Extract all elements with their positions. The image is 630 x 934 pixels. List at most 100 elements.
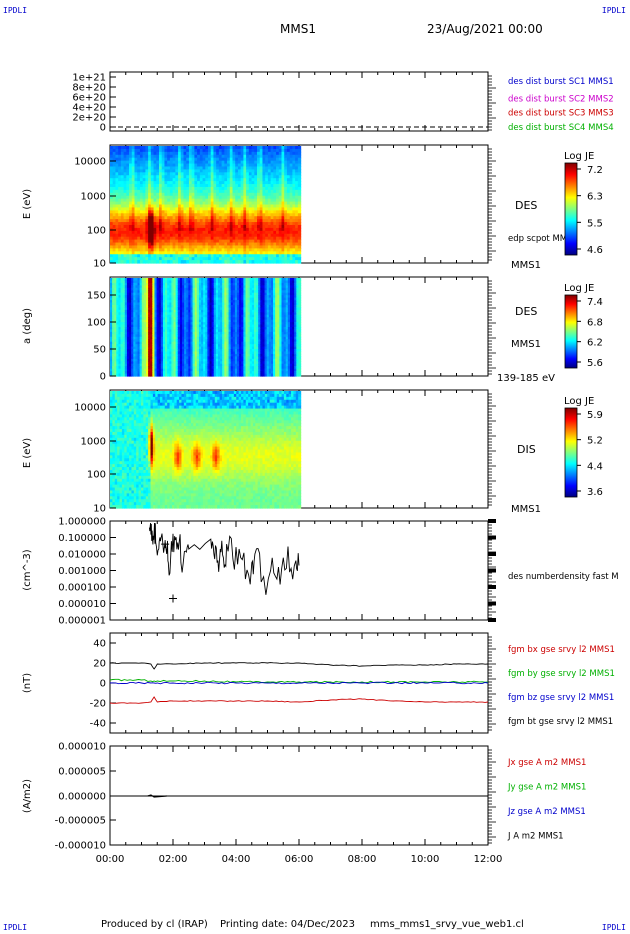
- spectrogram-cell: [110, 166, 114, 170]
- spectrogram-cell: [254, 213, 258, 217]
- spectrogram-cell: [172, 230, 176, 235]
- spectrogram-cell: [259, 189, 264, 194]
- spectrogram-cell: [148, 353, 151, 357]
- spectrogram-cell: [131, 339, 134, 343]
- spectrogram-cell: [167, 329, 170, 333]
- spectrogram-cell: [259, 222, 264, 226]
- spectrogram-cell: [213, 227, 217, 232]
- spectrogram-cell: [295, 227, 299, 232]
- spectrogram-cell: [229, 172, 234, 176]
- spectrogram-cell: [159, 219, 163, 223]
- spectrogram-cell: [110, 157, 114, 162]
- spectrogram-cell: [120, 260, 125, 264]
- spectrogram-cell: [227, 227, 231, 232]
- spectrogram-cell: [126, 304, 130, 308]
- spectrogram-cell: [232, 175, 236, 179]
- spectrogram-cell: [273, 260, 277, 264]
- spectrogram-cell: [134, 178, 138, 182]
- spectrogram-cell: [208, 172, 212, 176]
- spectrogram-cell: [197, 175, 201, 179]
- spectrogram-cell: [281, 222, 285, 226]
- spectrogram-cell: [180, 166, 185, 170]
- spectrogram-cell: [159, 224, 163, 229]
- spectrogram-cell: [142, 204, 146, 209]
- spectrogram-cell: [218, 148, 223, 153]
- spectrogram-cell: [162, 336, 166, 340]
- spectrogram-cell: [131, 236, 136, 241]
- spectrogram-cell: [150, 341, 153, 345]
- spectrogram-cell: [221, 233, 225, 238]
- spectrogram-cell: [165, 282, 168, 286]
- spectrogram-cell: [118, 257, 122, 261]
- spectrogram-cell: [135, 285, 139, 289]
- spectrogram-cell: [150, 304, 153, 308]
- spectrogram-cell: [129, 331, 132, 335]
- spectrogram-cell: [183, 257, 187, 261]
- spectrogram-cell: [243, 260, 247, 264]
- spectrogram-cell: [118, 366, 122, 370]
- spectrogram-cell: [158, 280, 162, 284]
- spectrogram-cell: [118, 371, 122, 375]
- spectrogram-cell: [131, 304, 134, 308]
- spectrogram-cell: [116, 356, 120, 360]
- spectrogram-cell: [194, 146, 198, 150]
- spectrogram-cell: [284, 216, 288, 220]
- spectrogram-cell: [218, 213, 223, 217]
- spectrogram-cell: [148, 351, 151, 355]
- spectrogram-cell: [160, 366, 164, 370]
- spectrogram-cell: [123, 184, 127, 188]
- spectrogram-cell: [254, 198, 258, 203]
- spectrogram-cell: [240, 195, 245, 200]
- spectrogram-cell: [145, 304, 149, 308]
- spectrogram-cell: [169, 329, 173, 333]
- spectrogram-cell: [273, 157, 277, 162]
- spectrogram-cell: [154, 285, 158, 289]
- spectrogram-cell: [218, 157, 223, 162]
- spectrogram-cell: [221, 224, 225, 229]
- spectrogram-cell: [183, 148, 187, 153]
- spectrogram-cell: [169, 166, 174, 170]
- spectrogram-cell: [122, 307, 126, 311]
- spectrogram-cell: [142, 184, 146, 188]
- spectrogram-cell: [186, 254, 190, 258]
- spectrogram-cell: [286, 224, 291, 229]
- spectrogram-cell: [278, 222, 283, 226]
- spectrogram-cell: [134, 233, 138, 238]
- spectrogram-cell: [159, 222, 163, 226]
- spectrogram-cell: [129, 312, 132, 316]
- spectrogram-cell: [123, 224, 127, 229]
- spectrogram-cell: [154, 324, 158, 328]
- spectrogram-cell: [262, 239, 266, 244]
- spectrogram-cell: [131, 309, 134, 313]
- spectrogram-cell: [270, 151, 274, 156]
- spectrogram-cell: [221, 151, 225, 156]
- spectrogram-cell: [161, 207, 166, 211]
- spectrogram-cell: [169, 233, 174, 238]
- spectrogram-cell: [235, 192, 239, 197]
- spectrogram-cell: [194, 154, 198, 159]
- spectrogram-cell: [154, 346, 158, 350]
- spectrogram-cell: [218, 257, 223, 261]
- spectrogram-cell: [186, 201, 190, 206]
- spectrogram-cell: [116, 280, 120, 284]
- spectrogram-cell: [180, 192, 185, 197]
- spectrogram-cell: [126, 195, 130, 200]
- spectrogram-cell: [143, 319, 147, 323]
- spectrogram-cell: [218, 239, 223, 244]
- spectrogram-cell: [133, 336, 137, 340]
- spectrogram-cell: [139, 356, 143, 360]
- spectrogram-cell: [224, 175, 228, 179]
- spectrogram-cell: [227, 207, 231, 211]
- spectrogram-cell: [164, 233, 168, 238]
- spectrogram-cell: [118, 160, 122, 165]
- spectrogram-cell: [257, 213, 261, 217]
- spectrogram-cell: [188, 186, 193, 191]
- spectrogram-cell: [160, 331, 164, 335]
- spectrogram-cell: [139, 160, 144, 165]
- spectrogram-cell: [246, 242, 250, 247]
- spectrogram-cell: [246, 198, 250, 203]
- spectrogram-cell: [237, 239, 242, 244]
- spectrogram-cell: [159, 242, 163, 247]
- spectrogram-cell: [218, 227, 223, 232]
- spectrogram-cell: [150, 239, 155, 244]
